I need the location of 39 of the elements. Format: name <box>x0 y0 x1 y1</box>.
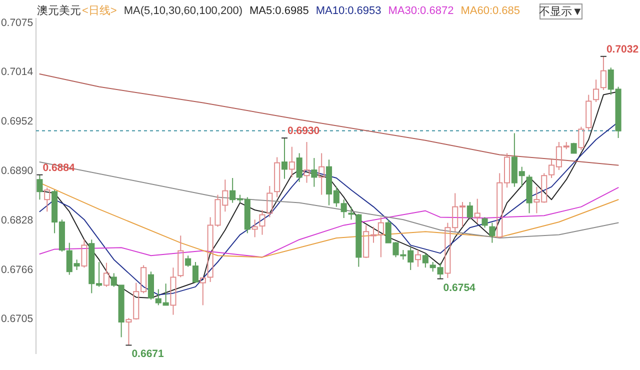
candlestick <box>185 255 192 268</box>
y-tick-label: 0.7075 <box>0 17 34 29</box>
candlestick <box>311 158 318 188</box>
text: MA10:0.6953 <box>316 5 382 17</box>
candlestick <box>274 156 280 198</box>
annotation: 0.6754 <box>436 278 476 294</box>
y-tick-label: 0.7014 <box>0 66 34 78</box>
candlestick <box>474 198 480 224</box>
candlestick <box>103 262 110 288</box>
annotation: 0.7032 <box>600 43 639 57</box>
candlestick <box>259 210 266 236</box>
text: MA60:0.685 <box>460 5 520 17</box>
y-tick-label: 0.6890 <box>0 165 34 177</box>
annotation: 0.7032 <box>606 43 639 56</box>
candlestick <box>318 152 325 196</box>
text: MA5:0.6985 <box>250 5 309 17</box>
text: MA30:0.6872 <box>388 5 454 17</box>
annotation: 0.6671 <box>125 344 164 360</box>
candlestick <box>296 152 302 182</box>
candlestick <box>252 219 258 238</box>
candlestick <box>414 250 422 268</box>
candlestick <box>288 146 295 178</box>
annotation: 0.6930 <box>287 125 320 137</box>
candlestick <box>281 138 288 180</box>
chart-title: 澳元美元 <box>37 4 81 17</box>
y-tick-label: 0.6766 <box>0 264 34 276</box>
candlestick <box>170 267 176 316</box>
candlestick <box>304 142 310 184</box>
chart-subtitle: <日线> <box>82 4 117 17</box>
text: 不显示▼ <box>539 6 583 18</box>
y-tick-label: 0.6705 <box>0 313 34 325</box>
annotation: 0.6884 <box>36 162 75 176</box>
annotation: 0.6754 <box>443 282 476 294</box>
annotation: 0.6671 <box>132 348 164 360</box>
y-tick-label: 0.6952 <box>0 115 34 128</box>
legend-title: MA(5,10,30,60,100,200) <box>124 5 242 17</box>
y-tick-label: 0.6828 <box>0 214 34 227</box>
annotation: 0.6884 <box>42 162 75 174</box>
annotation: 0.6930 <box>281 125 320 138</box>
